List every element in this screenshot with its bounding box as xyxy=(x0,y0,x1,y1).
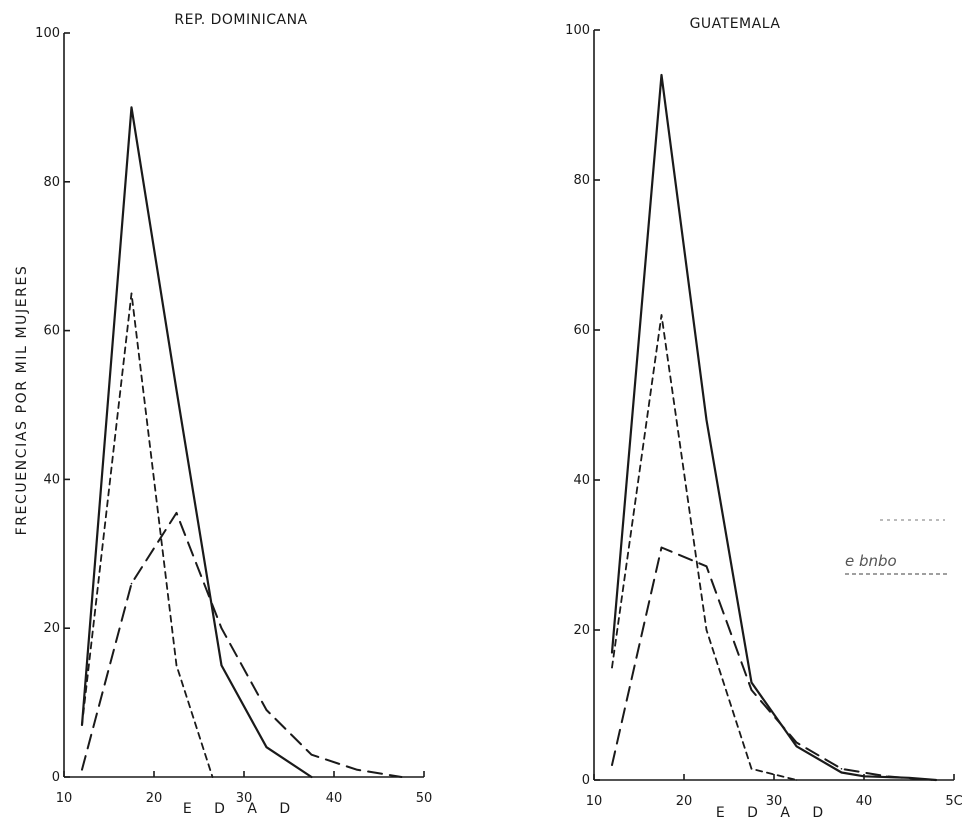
chart-panel-rep-dominicana: REP. DOMINICANA E D A D 10 20 30 40 50 0 20 40 6… xyxy=(35,12,432,817)
data-point-long-dash xyxy=(265,709,268,711)
y-tick-label: 40 xyxy=(573,473,590,488)
y-tick-label: 60 xyxy=(573,323,590,338)
data-point-long-dash xyxy=(220,627,223,629)
data-point-long-dash xyxy=(885,775,888,778)
x-tick-label: 30 xyxy=(236,791,253,806)
data-point-solid xyxy=(660,74,663,76)
data-point-long-dash xyxy=(355,768,358,771)
data-point-solid xyxy=(130,106,133,109)
data-point-short-dash xyxy=(750,768,753,770)
x-tick-label: 20 xyxy=(676,794,693,809)
data-point-short-dash xyxy=(211,776,214,778)
data-point-long-dash xyxy=(840,768,843,770)
x-axis-label-left: E D A D xyxy=(183,801,299,817)
data-point-long-dash xyxy=(81,768,83,771)
data-point-long-dash xyxy=(660,546,663,549)
series-line-long-dash xyxy=(611,546,933,781)
data-point-long-dash xyxy=(611,764,613,766)
y-tick-label: 60 xyxy=(43,324,60,339)
data-point-long-dash xyxy=(750,689,753,691)
y-tick-label: 20 xyxy=(573,623,590,638)
data-point-long-dash xyxy=(795,741,798,744)
data-point-solid xyxy=(611,651,613,654)
data-point-long-dash xyxy=(175,512,178,514)
y-tick-label: 40 xyxy=(43,472,60,487)
x-axis-label-right: E D A D xyxy=(716,805,832,821)
data-point-short-dash xyxy=(175,664,178,667)
data-point-long-dash xyxy=(705,565,708,568)
stamp-mark: e bnbo xyxy=(845,519,950,575)
data-point-short-dash xyxy=(81,724,83,726)
series-line-short-dash xyxy=(81,292,214,778)
data-point-long-dash xyxy=(400,776,403,778)
y-tick-label: 100 xyxy=(35,26,60,41)
data-point-solid xyxy=(840,771,843,774)
y-tick-label: 0 xyxy=(582,773,590,788)
data-point-solid xyxy=(175,389,178,391)
data-point-solid xyxy=(750,681,753,684)
data-point-solid xyxy=(310,776,313,778)
series-line-long-dash xyxy=(81,511,403,778)
series-line-solid xyxy=(80,106,313,779)
data-point-solid xyxy=(795,745,798,748)
data-point-solid xyxy=(863,775,865,778)
chart-title-rep-dominicana: REP. DOMINICANA xyxy=(174,12,307,28)
y-tick-label: 80 xyxy=(573,173,590,188)
y-tick-label: 20 xyxy=(43,621,60,636)
y-tick-label: 80 xyxy=(43,175,60,190)
x-tick-label: 20 xyxy=(146,791,163,806)
x-tick-label: 40 xyxy=(856,794,873,809)
data-point-long-dash xyxy=(130,582,133,585)
x-tick-label: 50 xyxy=(416,791,433,806)
y-axis-label: FRECUENCIAS POR MIL MUJERES xyxy=(14,265,30,536)
stamp-text: e bnbo xyxy=(845,552,897,570)
x-tick-label: 10 xyxy=(56,791,73,806)
data-point-solid xyxy=(220,664,223,667)
x-tick-label: 30 xyxy=(766,794,783,809)
series-line-solid xyxy=(610,73,938,782)
data-point-solid xyxy=(935,779,937,781)
data-point-solid xyxy=(705,419,708,421)
data-point-long-dash xyxy=(930,779,933,781)
data-point-short-dash xyxy=(130,292,133,295)
data-point-short-dash xyxy=(611,666,613,669)
data-point-short-dash xyxy=(795,779,798,781)
data-point-short-dash xyxy=(705,629,708,631)
x-tick-label: 10 xyxy=(586,794,603,809)
chart-panel-guatemala: GUATEMALA E D A D 10 20 30 40 5C 0 20 40 60 80 100 xyxy=(565,16,963,821)
y-tick-label: 100 xyxy=(565,23,590,38)
data-point-solid xyxy=(265,746,268,748)
data-point-long-dash xyxy=(310,753,313,756)
chart-title-guatemala: GUATEMALA xyxy=(690,16,781,32)
x-tick-label: 5C xyxy=(945,794,962,809)
y-tick-label: 0 xyxy=(52,770,60,785)
x-tick-label: 40 xyxy=(326,791,343,806)
data-point-short-dash xyxy=(660,314,663,316)
